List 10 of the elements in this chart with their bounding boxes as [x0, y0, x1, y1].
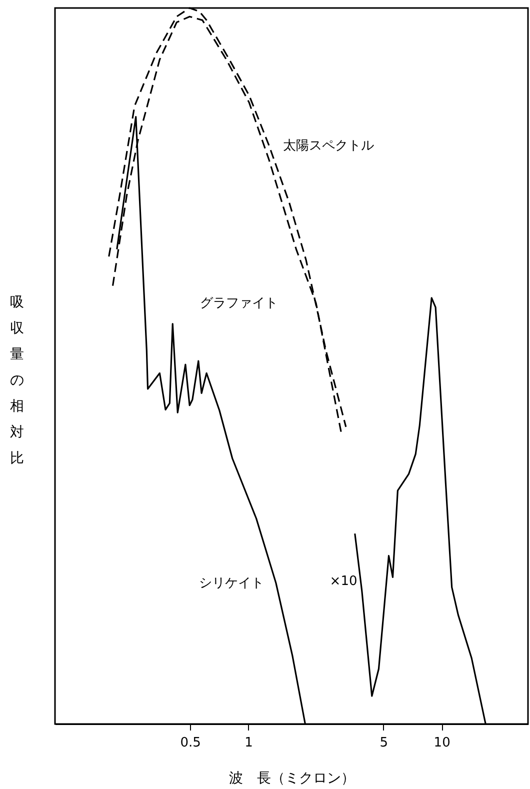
x-tick-label: 1 — [244, 736, 253, 750]
x-tick-label: 5 — [380, 736, 388, 750]
series-label: シリケイト — [198, 576, 264, 591]
x-tick-label: 0.5 — [180, 736, 201, 750]
x-axis-title: 波 長（ミクロン） — [229, 770, 355, 786]
y-axis-title: 吸収量の相対比 — [10, 294, 24, 466]
series-label: 太陽スペクトル — [283, 138, 374, 154]
annotation: ×10 — [330, 574, 358, 589]
x-tick-label: 10 — [434, 736, 450, 750]
text: グラファイト — [200, 296, 278, 311]
